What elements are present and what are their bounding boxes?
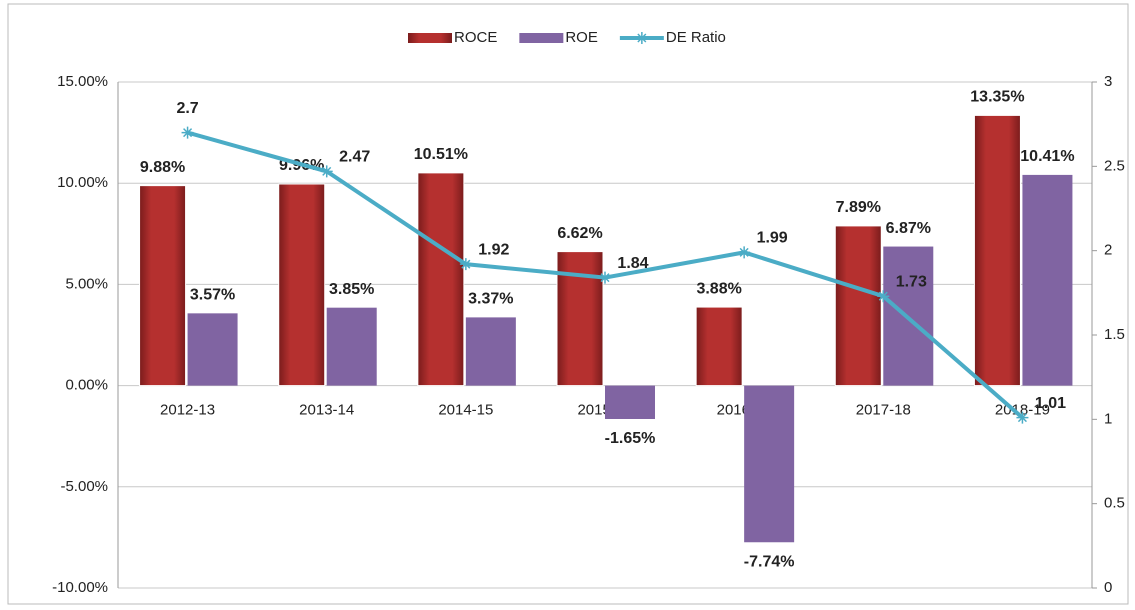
data-label: 6.62% xyxy=(557,225,602,242)
bar xyxy=(326,307,377,386)
legend-swatch xyxy=(408,33,452,43)
legend-label: ROCE xyxy=(454,29,497,46)
data-label: 13.35% xyxy=(970,89,1024,106)
y2-tick-label: 3 xyxy=(1104,73,1112,90)
marker xyxy=(320,165,333,178)
data-label: 1.01 xyxy=(1035,395,1066,412)
y-tick-label: 0.00% xyxy=(65,377,108,394)
data-label: 2.47 xyxy=(339,149,370,166)
marker xyxy=(877,290,890,303)
y2-tick-label: 0.5 xyxy=(1104,495,1125,512)
bar xyxy=(278,183,326,387)
y2-tick-label: 1 xyxy=(1104,410,1112,427)
y-tick-label: -10.00% xyxy=(52,579,108,596)
data-label: 3.88% xyxy=(696,280,741,297)
bar xyxy=(417,172,465,387)
data-label: 1.84 xyxy=(617,255,648,272)
y2-tick-label: 1.5 xyxy=(1104,326,1125,343)
marker xyxy=(1016,411,1029,424)
marker xyxy=(738,246,751,259)
data-label: 3.57% xyxy=(190,287,235,304)
x-tick-label: 2013-14 xyxy=(299,402,354,419)
data-label: -1.65% xyxy=(605,430,656,447)
x-tick-label: 2017-18 xyxy=(856,402,911,419)
legend-swatch xyxy=(519,33,564,43)
y-tick-label: 15.00% xyxy=(57,73,108,90)
data-label: 2.7 xyxy=(176,100,198,117)
bar xyxy=(465,317,516,386)
x-tick-label: 2012-13 xyxy=(160,402,215,419)
data-label: -7.74% xyxy=(744,553,795,570)
bar xyxy=(834,225,882,387)
data-label: 9.88% xyxy=(140,159,185,176)
legend-label: ROE xyxy=(565,29,598,46)
bar xyxy=(973,114,1021,387)
y2-tick-label: 2 xyxy=(1104,242,1112,259)
bar xyxy=(605,385,655,419)
marker xyxy=(181,126,194,139)
data-label: 3.37% xyxy=(468,291,513,308)
legend-marker xyxy=(635,32,648,44)
data-label: 3.85% xyxy=(329,281,374,298)
marker xyxy=(459,258,472,271)
data-label: 10.51% xyxy=(414,146,468,163)
data-label: 7.89% xyxy=(836,199,881,216)
y-tick-label: 10.00% xyxy=(57,174,108,191)
bar xyxy=(744,385,795,543)
bar xyxy=(187,313,238,386)
legend-label: DE Ratio xyxy=(666,29,726,46)
data-label: 1.99 xyxy=(757,230,788,247)
y-tick-label: -5.00% xyxy=(60,478,108,495)
data-label: 6.87% xyxy=(886,220,931,237)
x-tick-label: 2014-15 xyxy=(438,402,493,419)
bar xyxy=(1022,174,1073,386)
data-label: 1.73 xyxy=(896,273,927,290)
data-label: 1.92 xyxy=(478,241,509,258)
data-label: 10.41% xyxy=(1020,148,1074,165)
bar xyxy=(695,306,743,387)
y2-tick-label: 0 xyxy=(1104,579,1112,596)
y2-tick-label: 2.5 xyxy=(1104,157,1125,174)
y-tick-label: 5.00% xyxy=(65,275,108,292)
marker xyxy=(599,271,611,284)
bar xyxy=(139,185,187,387)
